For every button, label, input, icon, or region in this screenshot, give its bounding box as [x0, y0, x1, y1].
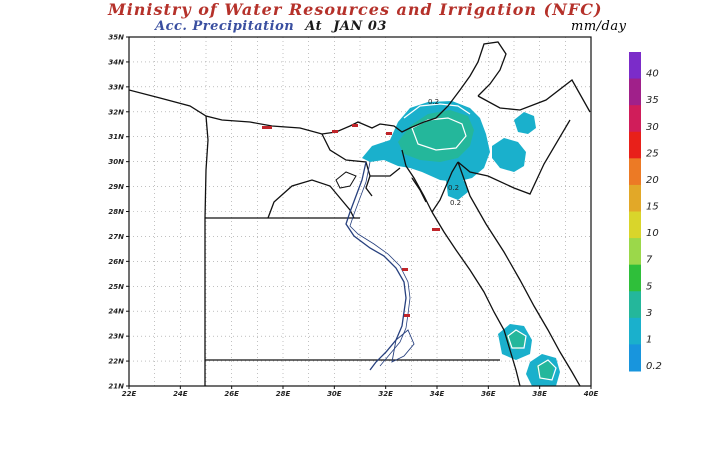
lon-tick-label: 26E: [224, 390, 239, 398]
precip-area-gulf: [446, 176, 468, 200]
station-marker: [404, 314, 410, 317]
lake-nasser: [391, 329, 415, 363]
lat-tick-label: 30N: [108, 158, 124, 166]
colorbar-label: 1: [646, 334, 652, 345]
lat-tick-label: 29N: [108, 183, 124, 191]
east-borders: [477, 79, 591, 113]
lon-tick-label: 22E: [122, 390, 137, 398]
lon-tick-label: 32E: [378, 390, 393, 398]
colorbar-segment: [629, 238, 641, 266]
lat-tick-label: 26N: [108, 258, 124, 266]
colorbar: 40 35 30 25 20 15 10 7 5 3 1 0.2: [629, 52, 662, 372]
lat-tick-label: 27N: [108, 233, 124, 241]
colorbar-segment: [629, 317, 641, 345]
station-marker: [262, 126, 272, 129]
lat-tick-label: 23N: [108, 333, 124, 341]
station-marker: [432, 228, 440, 231]
lake-qarun: [335, 171, 357, 189]
sinai-east-coast: [431, 161, 459, 213]
nile-river: [335, 161, 415, 371]
station-marker: [402, 268, 408, 271]
latitude-ticks: 35N 34N 33N 32N 31N 30N 29N 28N 27N 26N 25N 24N 23N 2…: [108, 34, 129, 391]
colorbar-segment: [629, 52, 641, 80]
lon-tick-label: 24E: [173, 390, 188, 398]
contour-rs2: [537, 359, 557, 381]
colorbar-label: 3: [646, 308, 652, 319]
inner-border-2: [411, 177, 427, 203]
inner-border-1: [370, 167, 401, 177]
lon-tick-label: 30E: [327, 390, 342, 398]
nile-bank: [349, 161, 411, 367]
contour-0-2-north: [403, 103, 471, 119]
mediterranean-coast: [129, 89, 425, 135]
colorbar-label: 0.2: [646, 361, 662, 372]
lat-tick-label: 34N: [108, 58, 124, 66]
contour-lines: [403, 103, 557, 381]
lat-tick-label: 35N: [108, 34, 124, 42]
precip-area-north-east: [492, 138, 526, 172]
sinai-west-coast: [401, 149, 433, 213]
lon-tick-label: 34E: [430, 390, 445, 398]
colorbar-segment: [629, 158, 641, 186]
jordan-saudi: [457, 119, 571, 195]
lon-tick-label: 40E: [584, 390, 599, 398]
qattara: [267, 179, 355, 219]
lon-tick-label: 36E: [481, 390, 496, 398]
contour-rs1: [507, 329, 527, 349]
red-sea-east-coast: [457, 161, 581, 386]
red-sea-west-coast: [431, 211, 521, 386]
colorbar-label: 20: [646, 175, 659, 186]
lon-tick-label: 28E: [276, 390, 291, 398]
precip-area-sinai-core: [398, 110, 474, 162]
lat-tick-label: 28N: [108, 208, 124, 216]
colorbar-label: 15: [646, 202, 659, 213]
colorbar-label: 40: [646, 69, 659, 80]
lon-tick-label: 38E: [532, 390, 547, 398]
map-date: JAN 03: [333, 19, 387, 34]
nile-main: [345, 161, 407, 371]
station-marker: [352, 124, 358, 127]
lat-tick-label: 31N: [108, 133, 124, 141]
colorbar-label: 10: [646, 228, 659, 239]
contour-label: 0.2: [450, 199, 461, 207]
units-label: mm/day: [571, 19, 627, 34]
station-markers: [262, 124, 440, 317]
colorbar-segment: [629, 264, 641, 292]
map-subtitle: Acc. Precipitation At JAN 03: [155, 19, 387, 34]
colorbar-label: 5: [646, 281, 652, 292]
israel-coast: [423, 41, 507, 123]
borders: [129, 41, 591, 386]
longitude-ticks: 22E 24E 26E 28E 30E 32E 34E 36E 38E 40E: [122, 386, 599, 398]
station-marker: [332, 130, 338, 133]
colorbar-label: 30: [646, 122, 659, 133]
map-title: Ministry of Water Resources and Irrigati…: [108, 0, 603, 19]
colorbar-segment: [629, 211, 641, 239]
colorbar-segment: [629, 105, 641, 133]
lat-tick-label: 33N: [108, 83, 124, 91]
colorbar-segment: [629, 131, 641, 159]
lat-tick-label: 25N: [108, 283, 124, 291]
precip-area-north-east-2: [514, 112, 536, 134]
subtitle-label: Acc. Precipitation: [155, 19, 295, 34]
libya-border: [204, 115, 209, 386]
contour-label: 0.2: [448, 184, 459, 192]
contour-core: [411, 117, 467, 151]
colorbar-segment: [629, 184, 641, 212]
colorbar-label: 25: [646, 148, 659, 159]
colorbar-segment: [629, 78, 641, 106]
lat-tick-label: 21N: [108, 383, 124, 391]
contour-label: 0.2: [428, 98, 439, 106]
colorbar-segment: [629, 291, 641, 319]
precipitation-layer: [362, 101, 560, 386]
lat-tick-label: 24N: [108, 308, 124, 316]
lat-tick-label: 22N: [108, 358, 124, 366]
station-marker: [386, 132, 392, 135]
colorbar-label: 7: [646, 255, 653, 266]
subtitle-at: At: [305, 19, 323, 34]
lat-tick-label: 32N: [108, 108, 124, 116]
colorbar-label: 35: [646, 95, 659, 106]
colorbar-segment: [629, 344, 641, 372]
